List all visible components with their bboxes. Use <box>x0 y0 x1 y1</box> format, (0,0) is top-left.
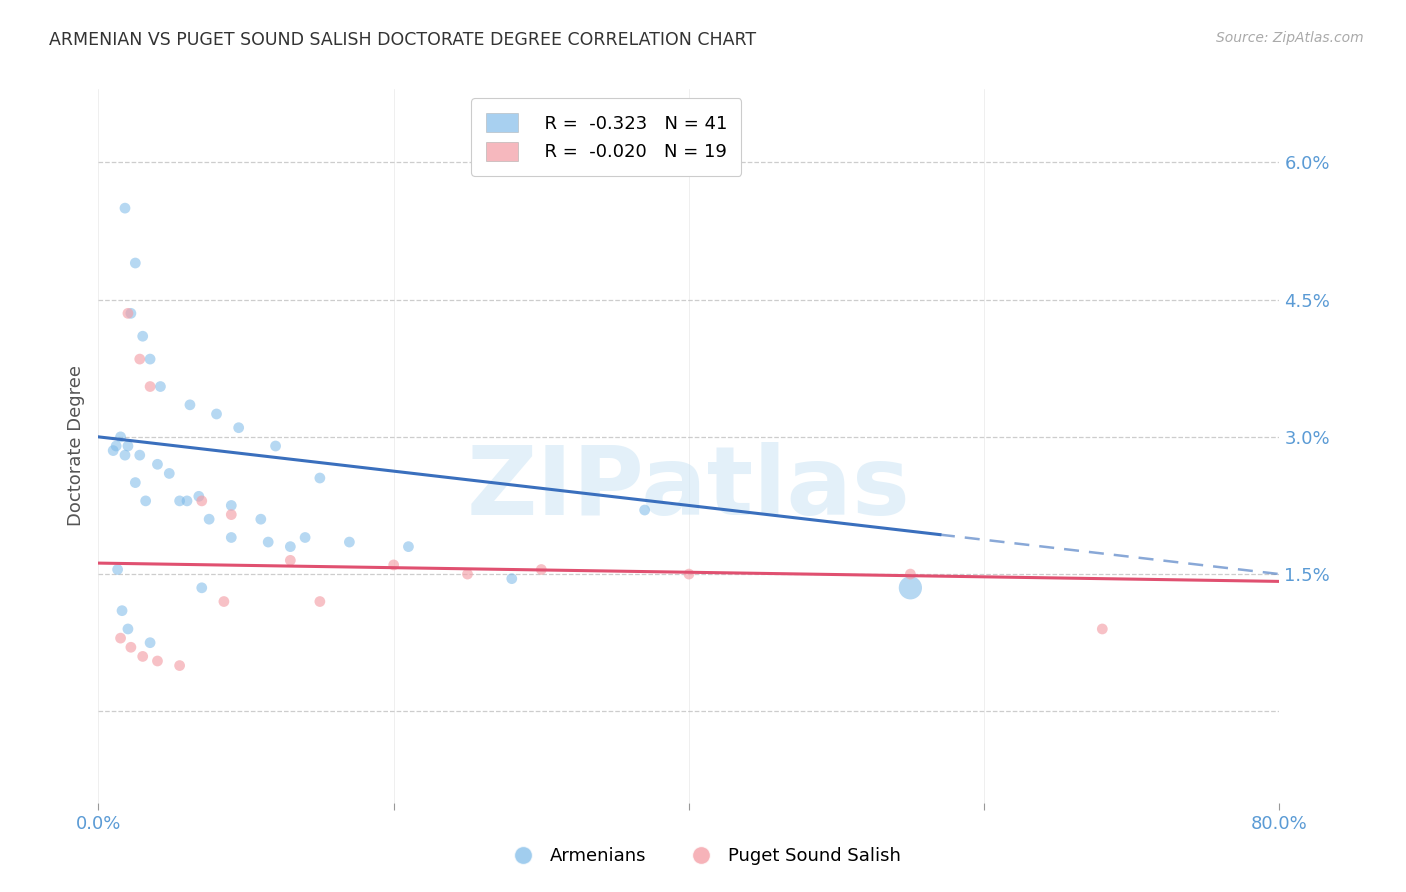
Point <box>339 535 361 549</box>
Point <box>187 489 209 503</box>
Point <box>135 494 157 508</box>
Point <box>309 471 332 485</box>
Point <box>191 581 214 595</box>
Point <box>139 379 162 393</box>
Point <box>250 512 273 526</box>
Point <box>530 562 553 576</box>
Text: ARMENIAN VS PUGET SOUND SALISH DOCTORATE DEGREE CORRELATION CHART: ARMENIAN VS PUGET SOUND SALISH DOCTORATE… <box>49 31 756 49</box>
Legend:   R =  -0.323   N = 41,   R =  -0.020   N = 19: R = -0.323 N = 41, R = -0.020 N = 19 <box>471 98 741 176</box>
Point <box>114 448 136 462</box>
Point <box>117 306 139 320</box>
Point <box>105 439 128 453</box>
Y-axis label: Doctorate Degree: Doctorate Degree <box>66 366 84 526</box>
Point <box>169 658 191 673</box>
Point <box>176 494 198 508</box>
Point <box>398 540 420 554</box>
Point <box>900 581 922 595</box>
Point <box>124 256 146 270</box>
Point <box>457 567 479 582</box>
Point <box>294 531 316 545</box>
Point <box>146 654 169 668</box>
Point <box>257 535 280 549</box>
Point <box>221 499 243 513</box>
Point <box>198 512 221 526</box>
Point <box>678 567 700 582</box>
Point <box>280 553 302 567</box>
Point <box>139 352 162 367</box>
Point <box>132 649 155 664</box>
Point <box>280 540 302 554</box>
Point <box>221 508 243 522</box>
Point <box>501 572 523 586</box>
Point <box>124 475 146 490</box>
Point <box>103 443 125 458</box>
Point <box>205 407 228 421</box>
Point <box>157 467 180 481</box>
Point <box>146 458 169 472</box>
Point <box>111 604 134 618</box>
Point <box>179 398 201 412</box>
Point <box>309 594 332 608</box>
Point <box>120 640 142 655</box>
Point <box>139 636 162 650</box>
Point <box>117 622 139 636</box>
Point <box>169 494 191 508</box>
Point <box>264 439 287 453</box>
Point <box>110 631 132 645</box>
Point <box>228 420 250 434</box>
Point <box>221 531 243 545</box>
Legend: Armenians, Puget Sound Salish: Armenians, Puget Sound Salish <box>498 840 908 872</box>
Point <box>107 562 129 576</box>
Point <box>128 352 150 367</box>
Point <box>110 430 132 444</box>
Point <box>634 503 657 517</box>
Text: Source: ZipAtlas.com: Source: ZipAtlas.com <box>1216 31 1364 45</box>
Point <box>900 567 922 582</box>
Point <box>1091 622 1114 636</box>
Point <box>132 329 155 343</box>
Point <box>128 448 150 462</box>
Point <box>212 594 235 608</box>
Point <box>117 439 139 453</box>
Text: ZIPatlas: ZIPatlas <box>467 442 911 535</box>
Point <box>382 558 405 572</box>
Point <box>149 379 172 393</box>
Point <box>191 494 214 508</box>
Point <box>120 306 142 320</box>
Point <box>114 201 136 215</box>
